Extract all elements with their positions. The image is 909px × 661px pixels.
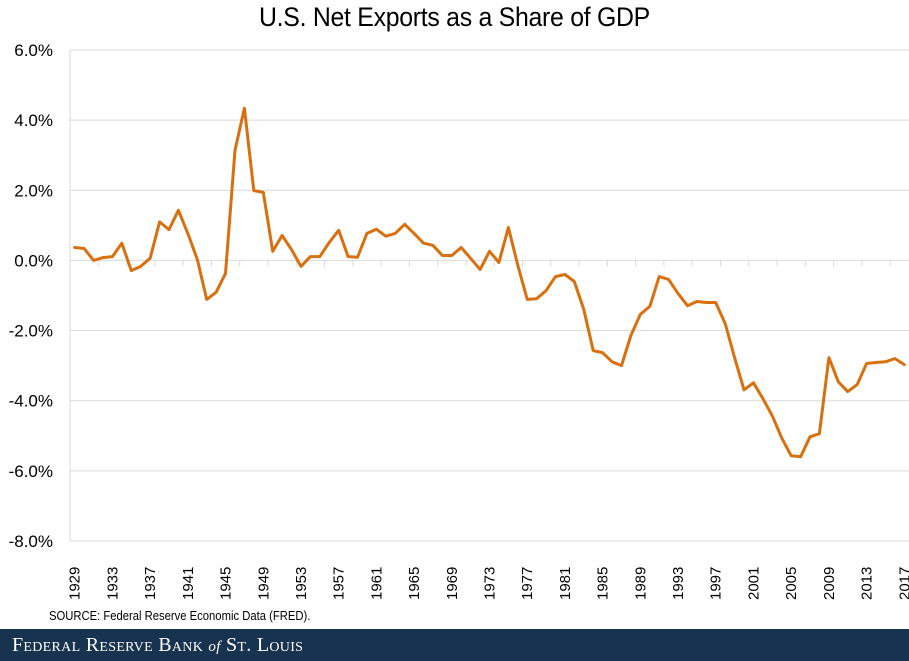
footer-logo-text: Federal Reserve Bank of St. Louis — [12, 634, 303, 657]
x-tick-label: 1945 — [218, 567, 235, 600]
series-group — [73, 106, 906, 459]
x-tick-label: 1989 — [632, 567, 649, 600]
footer-text-part2: St. Louis — [220, 634, 304, 656]
y-tick-label: -4.0% — [9, 392, 53, 411]
series-line — [73, 106, 906, 459]
y-axis: 6.0% 4.0% 2.0% 0.0% -2.0% -4.0% -6.0% -8.0% — [9, 41, 71, 551]
footer-band: Federal Reserve Bank of St. Louis — [0, 629, 909, 661]
x-tick-label: 1929 — [67, 567, 84, 600]
x-tick-label: 1933 — [104, 567, 121, 600]
y-tick-label: 0.0% — [14, 251, 53, 270]
footer-text-part1: Federal Reserve Bank — [12, 634, 209, 656]
x-tick-label: 1993 — [670, 567, 687, 600]
chart-title: U.S. Net Exports as a Share of GDP — [259, 2, 650, 32]
x-tick-label: 2005 — [783, 567, 800, 600]
x-tick-label: 1937 — [142, 567, 159, 600]
gridlines — [70, 49, 909, 542]
footer-text-of: of — [208, 639, 221, 655]
y-tick-label: 4.0% — [14, 111, 53, 130]
x-tick-label: 1997 — [708, 567, 725, 600]
x-tick-label: 1961 — [368, 567, 385, 600]
y-tick-label: 6.0% — [14, 41, 53, 60]
x-tick-label: 2009 — [821, 567, 838, 600]
y-tick-label: -8.0% — [9, 532, 53, 551]
x-tick-label: 2013 — [859, 567, 876, 600]
x-tick-label: 1969 — [444, 567, 461, 600]
x-tick-label: 1941 — [180, 567, 197, 600]
x-axis: 1929 1933 1937 1941 1945 1949 1953 1957 1961 1965… — [67, 260, 909, 600]
x-tick-label: 1957 — [331, 567, 348, 600]
x-tick-label: 2017 — [896, 567, 909, 600]
y-tick-label: 2.0% — [14, 181, 53, 200]
x-tick-label: 1973 — [482, 567, 499, 600]
y-tick-label: -6.0% — [9, 462, 53, 481]
x-tick-label: 1949 — [255, 567, 272, 600]
x-tick-label: 1953 — [293, 567, 310, 600]
source-note: SOURCE: Federal Reserve Economic Data (F… — [49, 609, 311, 623]
x-tick-label: 1981 — [557, 567, 574, 600]
x-tick-label: 2001 — [745, 567, 762, 600]
x-tick-label: 1965 — [406, 567, 423, 600]
x-tick-label: 1977 — [519, 567, 536, 600]
y-tick-label: -2.0% — [9, 322, 53, 341]
x-tick-label: 1985 — [595, 567, 612, 600]
